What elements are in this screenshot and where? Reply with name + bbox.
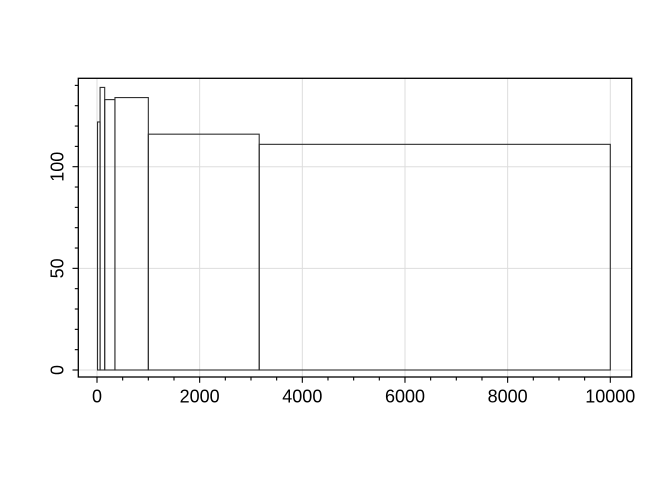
x-axis-labels: 0 2000 4000 6000 8000 10000 bbox=[92, 387, 635, 407]
x-tick-label: 10000 bbox=[585, 387, 635, 407]
x-tick-label: 0 bbox=[92, 387, 102, 407]
histogram-bar bbox=[258, 143, 611, 371]
x-tick-label: 2000 bbox=[180, 387, 220, 407]
x-tick-label: 8000 bbox=[488, 387, 528, 407]
y-tick-label: 0 bbox=[48, 365, 68, 375]
histogram-bars bbox=[96, 86, 611, 371]
y-axis-labels: 0 50 100 bbox=[48, 152, 68, 375]
y-tick-label: 50 bbox=[48, 258, 68, 278]
x-tick-label: 4000 bbox=[282, 387, 322, 407]
axis-ticks bbox=[72, 84, 611, 383]
y-tick-label: 100 bbox=[48, 152, 68, 182]
x-tick-label: 6000 bbox=[385, 387, 425, 407]
